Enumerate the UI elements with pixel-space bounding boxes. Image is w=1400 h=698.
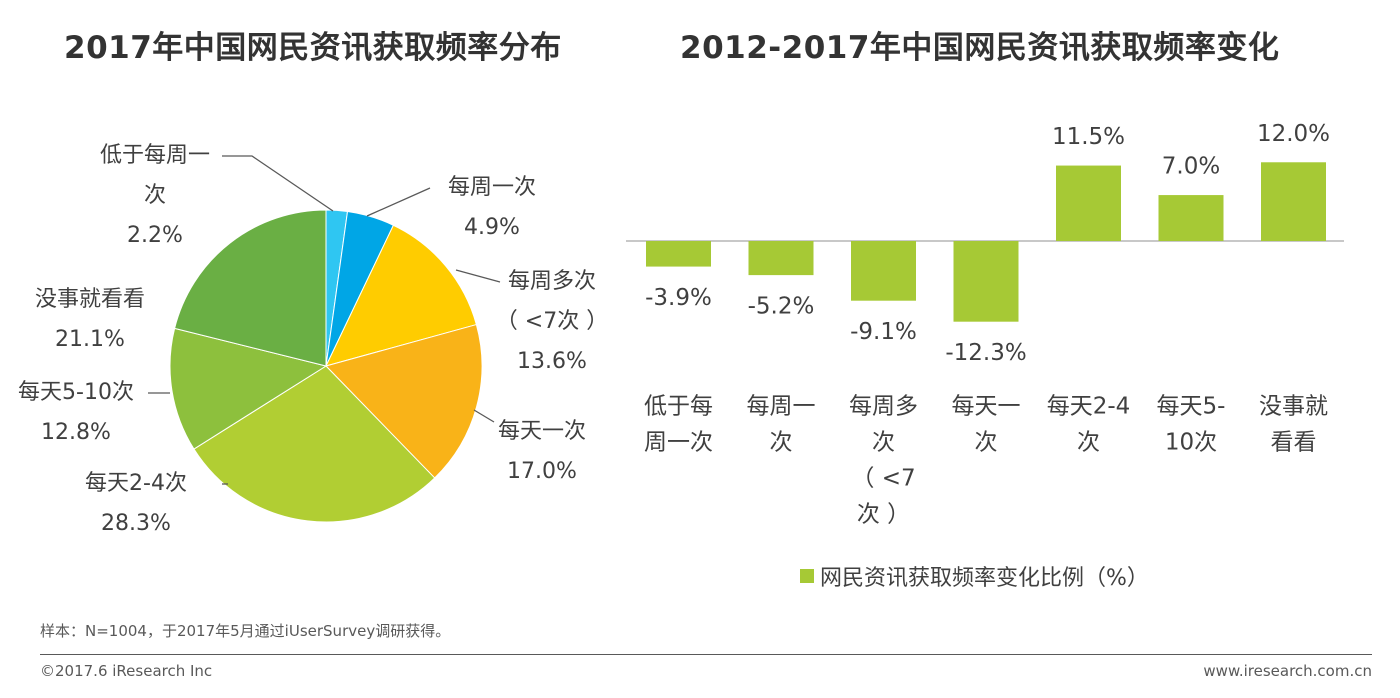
x-tick-label: 次 <box>1077 430 1100 456</box>
x-tick-label: 低于每 <box>644 394 713 420</box>
footer-divider <box>40 654 1372 655</box>
pie-slice <box>174 209 327 367</box>
pie-category-label: 每周一次 <box>448 175 536 200</box>
sample-note: 样本：N=1004，于2017年5月通过iUserSurvey调研获得。 <box>40 622 451 640</box>
x-tick-label: 每天2-4 <box>1047 394 1131 420</box>
bar <box>646 241 711 267</box>
pie-slice <box>169 327 328 450</box>
website-text: www.iresearch.com.cn <box>1203 662 1372 680</box>
pie-value-label: 2.2% <box>127 223 183 248</box>
pie-value-label: 4.9% <box>464 215 520 240</box>
bar <box>1056 165 1121 241</box>
x-tick-label: 周一次 <box>644 430 713 456</box>
bar <box>851 241 916 301</box>
pie-category-label: 次 <box>144 183 166 208</box>
pie-leader-line <box>455 269 501 283</box>
pie-slice <box>325 224 478 367</box>
x-tick-label: （ <7 <box>851 466 915 492</box>
bar-legend: 网民资讯获取频率变化比例（%） <box>800 560 1149 592</box>
bar-value-label: -3.9% <box>645 285 712 311</box>
pie-leader-line <box>473 409 495 423</box>
x-tick-label: 10次 <box>1165 430 1217 456</box>
pie-leader-line <box>222 155 334 212</box>
bar <box>1158 195 1224 241</box>
bar <box>1261 162 1326 241</box>
pie-value-label: 21.1% <box>55 327 125 352</box>
pie-chart-title: 2017年中国网民资讯获取频率分布 <box>64 30 562 66</box>
bar <box>953 241 1019 322</box>
bar <box>748 241 814 276</box>
x-tick-label: 次 <box>872 430 895 456</box>
pie-slice <box>325 323 483 479</box>
pie-value-label: 28.3% <box>101 511 171 536</box>
bar-chart-title: 2012-2017年中国网民资讯获取频率变化 <box>680 30 1280 66</box>
pie-slice <box>193 365 436 523</box>
x-tick-label: 每天5- <box>1157 394 1226 420</box>
pie-category-label: 每天2-4次 <box>85 471 187 496</box>
bar-value-label: 12.0% <box>1257 121 1330 147</box>
bar-value-label: -12.3% <box>945 340 1026 366</box>
bar-value-label: -9.1% <box>850 319 917 345</box>
x-tick-label: 每周一 <box>747 394 816 420</box>
bar-value-label: 7.0% <box>1162 154 1220 180</box>
bar-value-label: 11.5% <box>1052 124 1125 150</box>
copyright-text: ©2017.6 iResearch Inc <box>40 662 213 680</box>
legend-swatch <box>800 569 814 583</box>
x-tick-label: 看看 <box>1271 430 1317 456</box>
pie-category-label: 没事就看看 <box>35 287 145 312</box>
pie-category-label: 低于每周一 <box>100 143 210 168</box>
x-tick-label: 次 <box>770 430 793 456</box>
pie-value-label: 12.8% <box>41 420 111 445</box>
x-tick-label: 没事就 <box>1259 394 1328 420</box>
x-tick-label: 每周多 <box>849 394 918 420</box>
bar-value-label: -5.2% <box>748 294 815 320</box>
x-tick-label: 次 <box>975 430 998 456</box>
pie-value-label: 13.6% <box>517 349 587 374</box>
pie-category-label: （ <7次 ） <box>496 309 608 334</box>
pie-leader-line <box>366 187 431 217</box>
pie-value-label: 17.0% <box>507 459 577 484</box>
pie-category-label: 每天一次 <box>498 419 586 444</box>
x-tick-label: 次 ） <box>857 502 910 528</box>
pie-category-label: 每周多次 <box>508 269 596 294</box>
x-tick-label: 每天一 <box>952 394 1021 420</box>
legend-label: 网民资讯获取频率变化比例（%） <box>820 566 1149 591</box>
pie-category-label: 每天5-10次 <box>18 380 134 405</box>
